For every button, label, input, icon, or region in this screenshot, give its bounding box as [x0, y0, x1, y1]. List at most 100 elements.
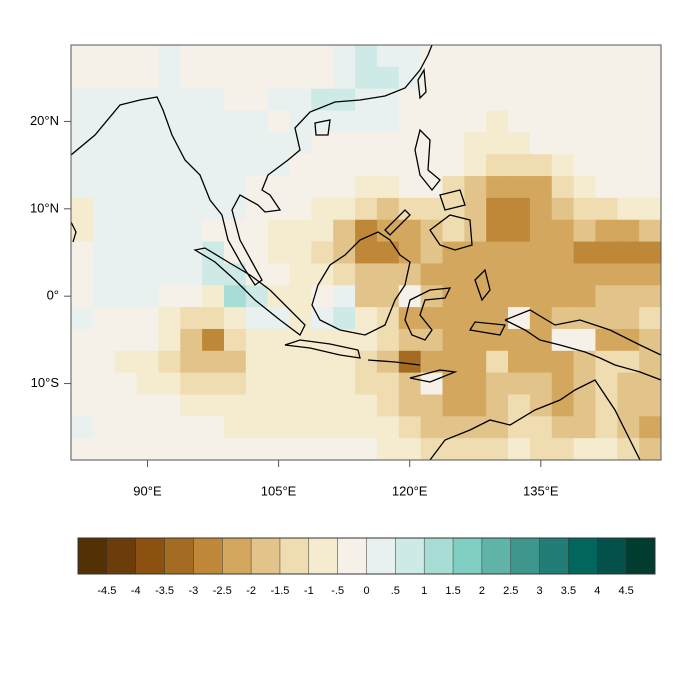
- grid-cell: [158, 45, 181, 68]
- grid-cell: [289, 45, 312, 68]
- grid-cell: [311, 372, 334, 395]
- grid-cell: [311, 132, 334, 155]
- colorbar-box: [481, 538, 512, 574]
- grid-cell: [136, 394, 159, 417]
- grid-cell: [442, 372, 465, 395]
- colorbar-label: -4: [131, 585, 141, 597]
- colorbar-box: [164, 538, 194, 574]
- grid-cell: [202, 154, 225, 177]
- grid-cell: [92, 66, 116, 90]
- grid-cell: [551, 219, 574, 242]
- grid-cell: [223, 132, 247, 155]
- grid-cell: [551, 416, 574, 439]
- grid-cell: [420, 416, 443, 439]
- grid-cell: [355, 197, 378, 221]
- grid-cell: [529, 372, 553, 395]
- grid-cell: [508, 241, 531, 264]
- grid-cell: [158, 307, 181, 330]
- grid-cell: [202, 66, 225, 90]
- grid-cell: [551, 132, 574, 155]
- colorbar-label: .5: [391, 585, 400, 597]
- grid-cell: [267, 132, 290, 155]
- grid-cell: [508, 307, 531, 330]
- grid-cell: [551, 197, 574, 221]
- colorbar-box: [251, 538, 281, 574]
- grid-cell: [355, 350, 378, 374]
- grid-cell: [267, 350, 290, 374]
- grid-cell: [333, 176, 356, 199]
- grid-cell: [223, 372, 247, 395]
- grid-cell: [333, 438, 356, 461]
- grid-cell: [180, 66, 203, 90]
- x-tick-label: 90°E: [133, 483, 162, 498]
- grid-cell: [573, 154, 596, 177]
- grid-cell: [202, 307, 225, 330]
- grid-cell: [420, 110, 443, 133]
- grid-cell: [158, 154, 181, 177]
- grid-cell: [464, 241, 487, 264]
- grid-cell: [180, 45, 203, 68]
- grid-cell: [355, 176, 378, 199]
- grid-cell: [223, 66, 247, 90]
- grid-cell: [114, 438, 137, 461]
- grid-cell: [508, 197, 531, 221]
- grid-cell: [420, 176, 443, 199]
- grid-cell: [267, 416, 290, 439]
- grid-cell: [376, 285, 400, 308]
- grid-cell: [508, 176, 531, 199]
- colorbar-box: [78, 538, 108, 574]
- grid-cell: [223, 285, 247, 308]
- grid-cell: [442, 394, 465, 417]
- grid-cell: [464, 176, 487, 199]
- grid-cell: [376, 416, 400, 439]
- grid-cell: [71, 350, 94, 374]
- grid-cell: [486, 66, 509, 90]
- grid-cell: [180, 110, 203, 133]
- grid-cell: [529, 176, 553, 199]
- grid-cell: [355, 241, 378, 264]
- grid-cell: [573, 307, 596, 330]
- colorbar-label: -1.5: [270, 585, 289, 597]
- grid-cell: [245, 372, 269, 395]
- grid-cell: [639, 307, 662, 330]
- grid-cell: [289, 416, 312, 439]
- grid-cell: [420, 307, 443, 330]
- grid-cell: [223, 219, 247, 242]
- grid-cell: [71, 176, 94, 199]
- grid-cell: [92, 88, 116, 111]
- grid-cell: [617, 88, 640, 111]
- grid-cell: [420, 66, 443, 90]
- grid-cell: [573, 88, 596, 111]
- grid-cell: [376, 132, 400, 155]
- grid-cell: [245, 219, 269, 242]
- grid-cell: [551, 328, 574, 352]
- grid-cell: [92, 110, 116, 133]
- grid-cell: [529, 394, 553, 417]
- grid-cell: [158, 285, 181, 308]
- grid-cell: [202, 350, 225, 374]
- grid-cell: [529, 66, 553, 90]
- grid-cell: [376, 219, 400, 242]
- grid-cell: [508, 328, 531, 352]
- grid-cell: [311, 263, 334, 286]
- grid-cell: [223, 154, 247, 177]
- grid-cell: [486, 197, 509, 221]
- grid-cell: [508, 219, 531, 242]
- grid-cell: [289, 241, 312, 264]
- colorbar-box: [539, 538, 569, 574]
- grid-cell: [573, 45, 596, 68]
- grid-cell: [333, 219, 356, 242]
- grid-cell: [245, 307, 269, 330]
- grid-cell: [464, 438, 487, 461]
- grid-cell: [420, 88, 443, 111]
- grid-cell: [573, 328, 596, 352]
- colorbar-box: [626, 538, 656, 574]
- grid-cell: [486, 132, 509, 155]
- grid-cell: [355, 416, 378, 439]
- grid-cell: [71, 394, 94, 417]
- colorbar-label: -1: [304, 585, 314, 597]
- grid-cell: [158, 328, 181, 352]
- grid-cell: [136, 110, 159, 133]
- colorbar-box: [337, 538, 367, 574]
